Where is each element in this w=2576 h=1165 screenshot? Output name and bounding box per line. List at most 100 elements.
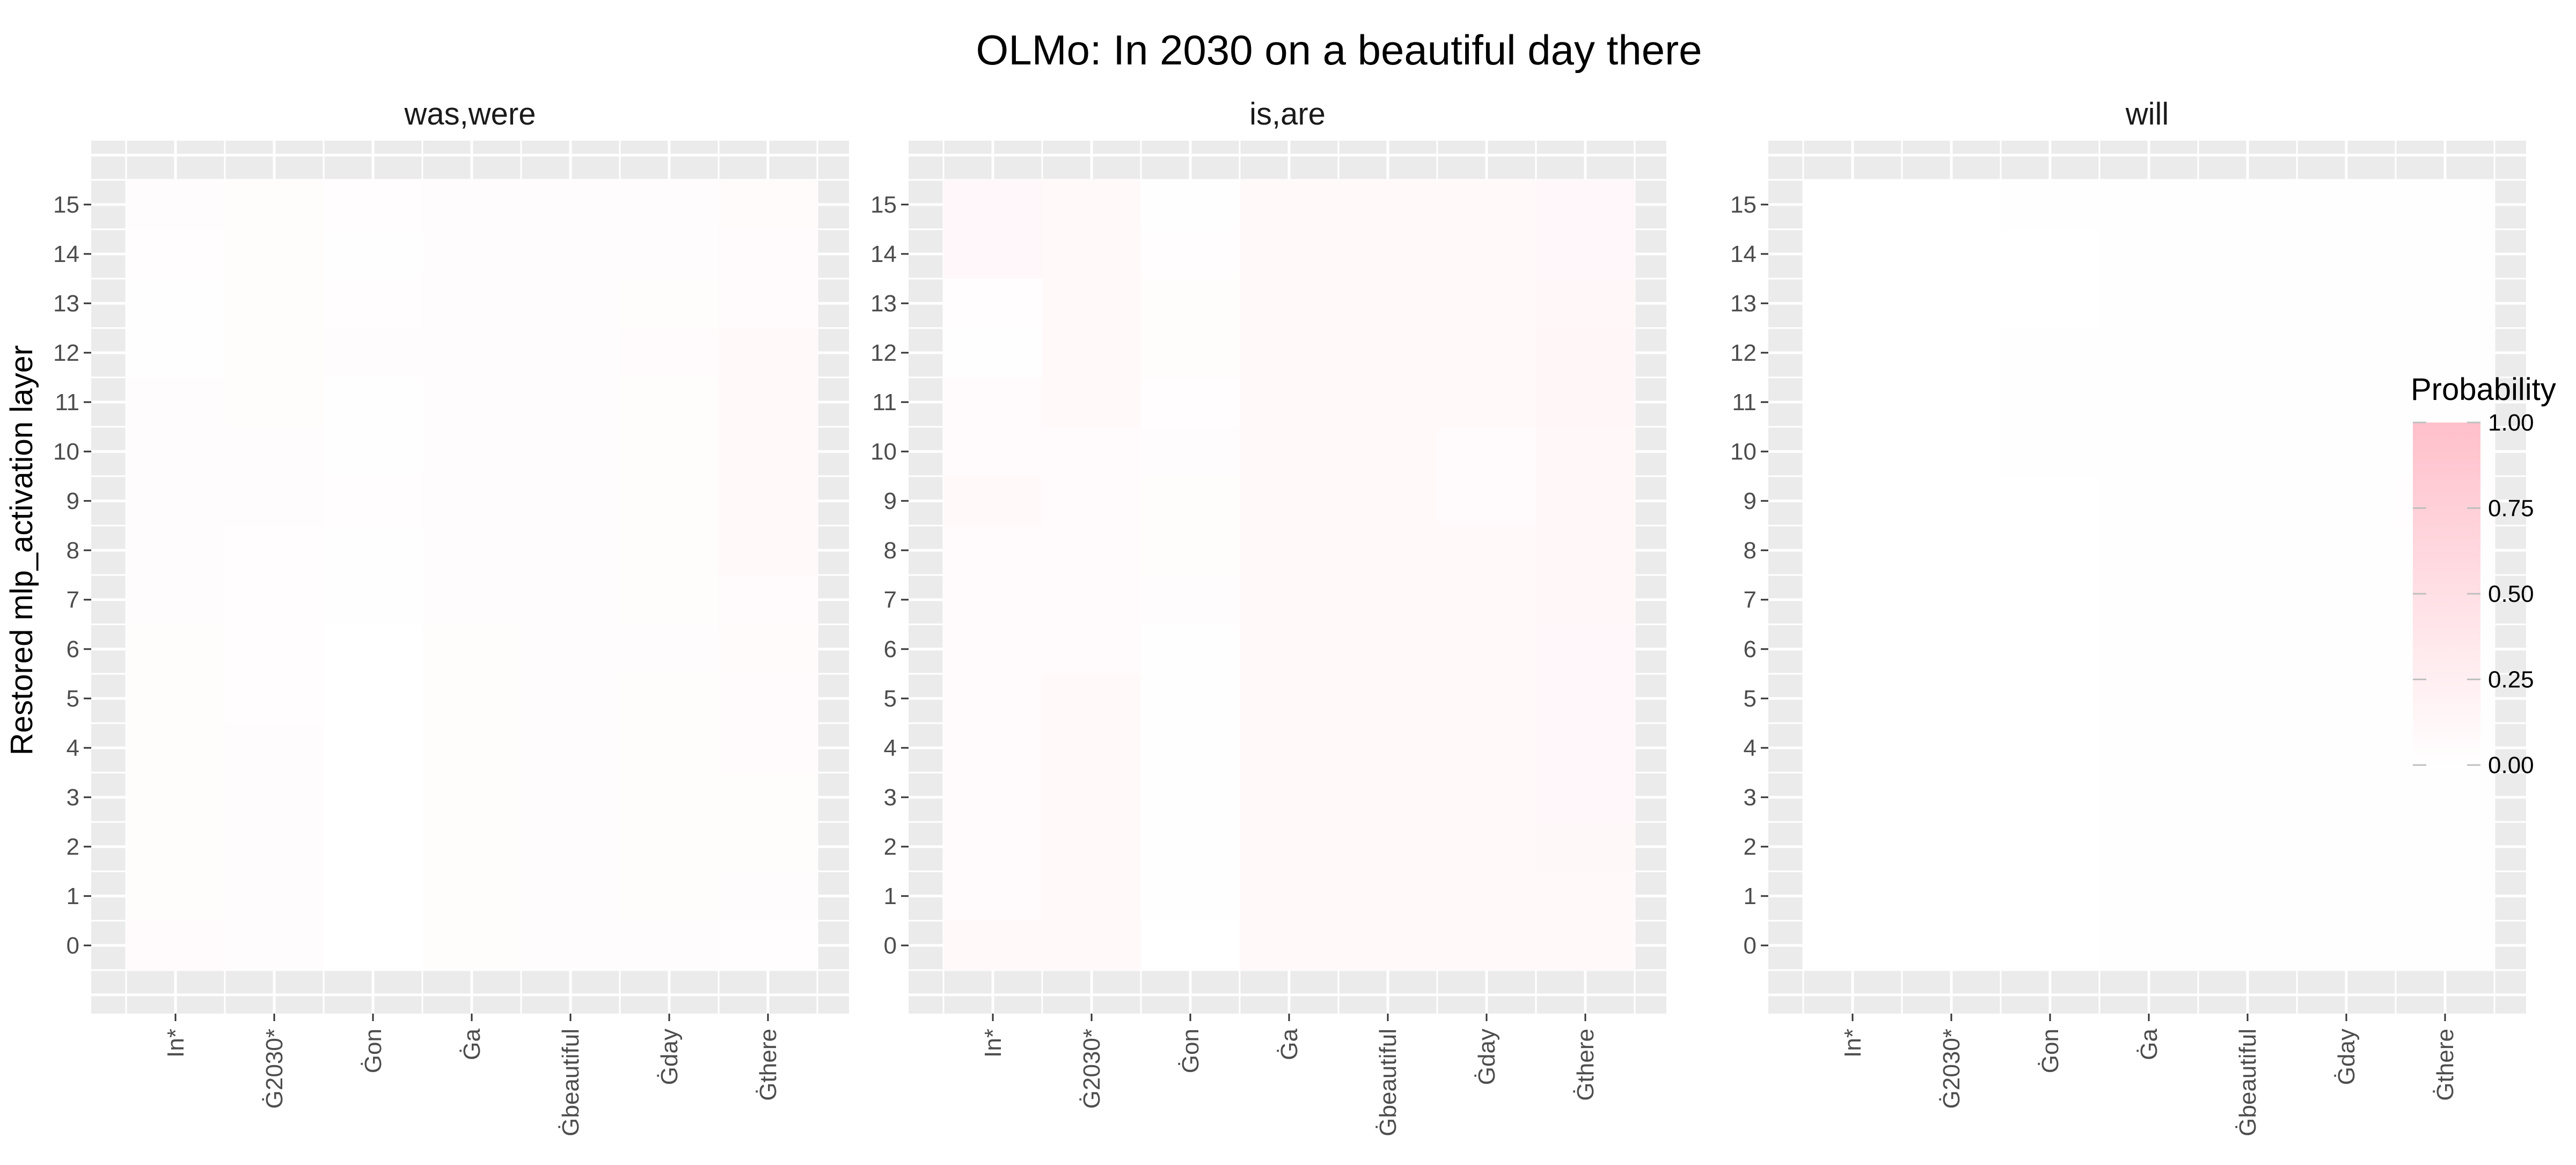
heatmap-tile [719, 279, 818, 329]
heatmap-tile [1803, 526, 1902, 576]
heatmap-tile [2297, 328, 2396, 378]
facet-strip-label: will [2125, 97, 2169, 132]
heatmap-tile [1803, 575, 1902, 625]
heatmap-tile [225, 377, 324, 427]
heatmap-tile [1902, 328, 2001, 378]
heatmap-tile [1338, 427, 1438, 477]
heatmap-tile [2396, 180, 2495, 230]
y-tick-label: 10 [53, 439, 79, 465]
y-tick-label: 3 [67, 784, 79, 811]
heatmap-tile [2297, 180, 2396, 230]
heatmap-tile [2001, 822, 2100, 872]
heatmap-tile [1536, 773, 1635, 822]
heatmap-tile [422, 279, 522, 329]
heatmap-tile [1240, 229, 1339, 279]
y-tick-label: 7 [884, 587, 897, 613]
heatmap-tile [225, 822, 324, 872]
heatmap-tile [521, 871, 620, 921]
y-tick-label: 1 [1744, 883, 1757, 909]
heatmap-tile [1240, 624, 1339, 674]
heatmap-tile [1536, 871, 1635, 921]
heatmap-tile [1803, 476, 1902, 526]
heatmap-tile [2396, 229, 2495, 279]
y-tick-label: 2 [884, 834, 897, 860]
heatmap-tile [422, 723, 522, 773]
heatmap-tile [1338, 180, 1438, 230]
heatmap-tile [620, 526, 719, 576]
y-tick-label: 3 [884, 784, 897, 811]
heatmap-tile [2297, 624, 2396, 674]
heatmap-tile [324, 229, 423, 279]
heatmap-tile [1338, 279, 1438, 329]
y-tick-label: 5 [1744, 686, 1757, 712]
heatmap-tile [1338, 476, 1438, 526]
heatmap-tile [2297, 279, 2396, 329]
y-tick-label: 5 [884, 686, 897, 712]
y-tick-label: 12 [53, 340, 79, 366]
heatmap-tile [1240, 279, 1339, 329]
heatmap-tile [2001, 624, 2100, 674]
heatmap-tile [719, 822, 818, 872]
heatmap-tile [2001, 723, 2100, 773]
heatmap-tile [719, 723, 818, 773]
heatmap-tile [1338, 328, 1438, 378]
heatmap-tile [1803, 427, 1902, 477]
heatmap-tile [719, 180, 818, 230]
y-tick-label: 15 [1730, 192, 1757, 218]
heatmap-tile [2198, 526, 2297, 576]
heatmap-tile [422, 674, 522, 724]
y-tick-label: 4 [1744, 735, 1757, 761]
heatmap-tile [2396, 377, 2495, 427]
y-tick-label: 13 [870, 290, 897, 317]
heatmap-tile [521, 526, 620, 576]
heatmap-tile [2099, 723, 2199, 773]
heatmap-tile [2001, 279, 2100, 329]
heatmap-tile [1042, 674, 1141, 724]
heatmap-tile [2099, 575, 2199, 625]
heatmap-tile [1437, 279, 1536, 329]
y-tick-label: 10 [870, 439, 897, 465]
chart-title: OLMo: In 2030 on a beautiful day there [976, 26, 1702, 74]
heatmap-tile [1536, 674, 1635, 724]
heatmap-tile [2099, 674, 2199, 724]
heatmap-tile [225, 674, 324, 724]
heatmap-tile [1803, 871, 1902, 921]
heatmap-tile [1803, 921, 1902, 971]
heatmap-tile [2198, 328, 2297, 378]
y-tick-label: 1 [67, 883, 79, 909]
heatmap-tile [2099, 624, 2199, 674]
y-tick-label: 0 [1744, 933, 1757, 959]
heatmap-tile [422, 328, 522, 378]
heatmap-tile [943, 921, 1043, 971]
heatmap-tile [1437, 526, 1536, 576]
facet-strip-label: is,are [1249, 97, 1326, 132]
heatmap-tile [1042, 377, 1141, 427]
heatmap-tile [1536, 575, 1635, 625]
heatmap-tile [1437, 921, 1536, 971]
heatmap-tile [1141, 723, 1240, 773]
heatmap-tile [2297, 476, 2396, 526]
x-tick-label: Ġa [1276, 1028, 1302, 1060]
y-axis-title: Restored mlp_activation layer [4, 345, 39, 755]
heatmap-tile [1536, 229, 1635, 279]
heatmap-tile [324, 180, 423, 230]
heatmap-tile [126, 575, 225, 625]
heatmap-tile [1042, 822, 1141, 872]
heatmap-tile [225, 624, 324, 674]
heatmap-tile [943, 328, 1043, 378]
heatmap-tile [1042, 773, 1141, 822]
heatmap-tile [1240, 180, 1339, 230]
heatmap-tile [521, 180, 620, 230]
heatmap-tile [1902, 427, 2001, 477]
heatmap-tile [1803, 279, 1902, 329]
heatmap-tile [521, 822, 620, 872]
x-tick-label: In* [1840, 1029, 1866, 1058]
heatmap-tile [324, 328, 423, 378]
heatmap-tile [1338, 575, 1438, 625]
heatmap-tile [2198, 180, 2297, 230]
heatmap-tile [2099, 377, 2199, 427]
heatmap-tile [1338, 723, 1438, 773]
heatmap-tile [620, 773, 719, 822]
